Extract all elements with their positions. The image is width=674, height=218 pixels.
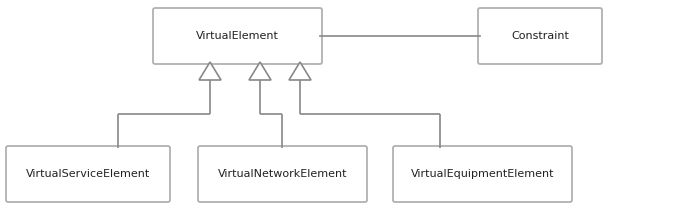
Text: VirtualServiceElement: VirtualServiceElement (26, 169, 150, 179)
Polygon shape (249, 62, 271, 80)
FancyBboxPatch shape (478, 8, 602, 64)
FancyBboxPatch shape (6, 146, 170, 202)
Text: Constraint: Constraint (511, 31, 569, 41)
FancyBboxPatch shape (393, 146, 572, 202)
FancyBboxPatch shape (198, 146, 367, 202)
Polygon shape (199, 62, 221, 80)
Text: VirtualEquipmentElement: VirtualEquipmentElement (410, 169, 554, 179)
FancyBboxPatch shape (153, 8, 322, 64)
Text: VirtualNetworkElement: VirtualNetworkElement (218, 169, 347, 179)
Text: VirtualElement: VirtualElement (196, 31, 279, 41)
Polygon shape (289, 62, 311, 80)
